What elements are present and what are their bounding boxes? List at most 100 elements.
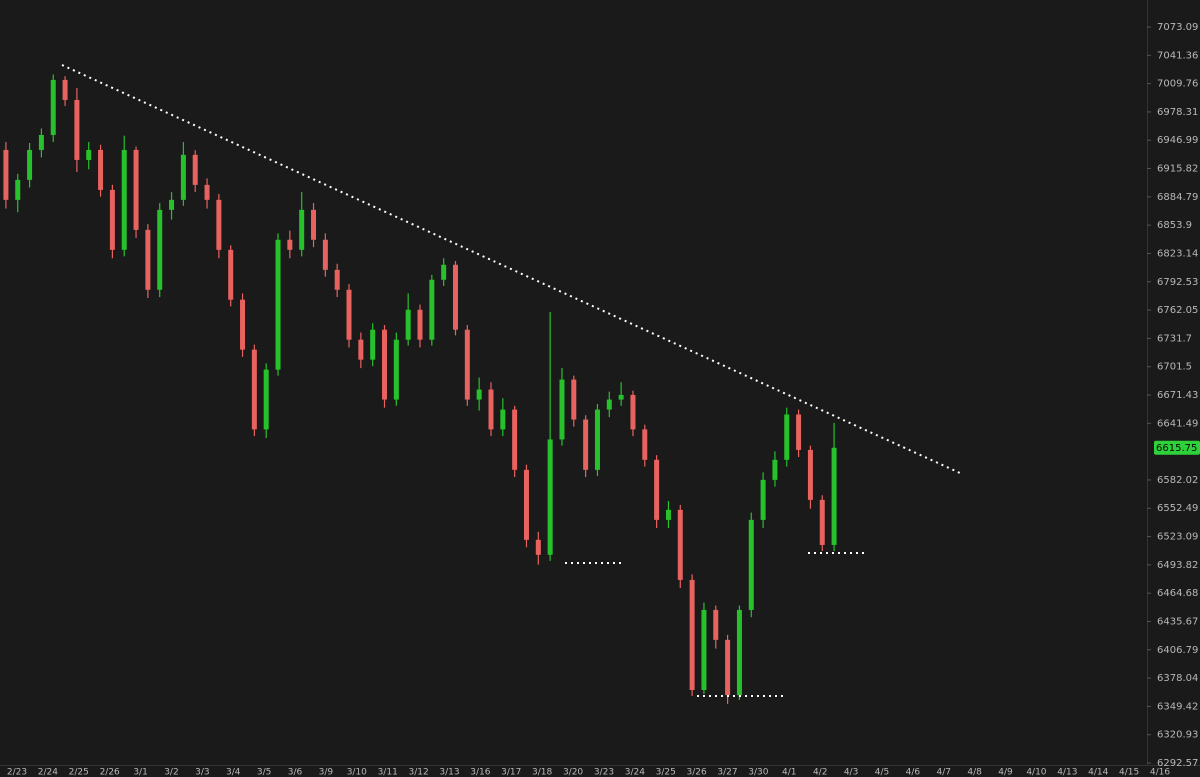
- candle-body: [583, 419, 589, 470]
- candle-body: [62, 79, 68, 100]
- candle-body: [109, 189, 115, 250]
- candle-body: [594, 409, 600, 470]
- x-tick-label: 4/6: [906, 768, 921, 777]
- candle-body: [27, 149, 33, 180]
- x-tick-label: 3/30: [748, 768, 768, 777]
- candle-body: [263, 369, 269, 430]
- y-tick-label: 6823.14: [1157, 248, 1198, 259]
- candle-body: [831, 447, 837, 545]
- y-tick-label: 6493.82: [1157, 560, 1198, 571]
- candle-body: [133, 149, 139, 230]
- x-tick-label: 2/23: [7, 768, 27, 777]
- candle-body: [784, 414, 790, 460]
- candle-body: [547, 439, 553, 555]
- candle-body: [145, 229, 151, 290]
- candle-body: [796, 414, 802, 450]
- x-tick-label: 3/6: [288, 768, 303, 777]
- x-tick-label: 4/9: [998, 768, 1013, 777]
- y-tick-label: 6435.67: [1157, 616, 1198, 627]
- candle-body: [748, 519, 754, 610]
- candle-body: [571, 379, 577, 420]
- candle-body: [819, 499, 825, 545]
- x-tick-label: 4/16: [1150, 768, 1170, 777]
- candle-body: [417, 309, 423, 340]
- x-tick-label: 3/17: [501, 768, 521, 777]
- x-tick-label: 4/2: [813, 768, 827, 777]
- x-tick-label: 4/10: [1026, 768, 1046, 777]
- y-tick-label: 6523.09: [1157, 532, 1198, 543]
- candle-body: [701, 609, 707, 690]
- last-price-label: 6615.75: [1156, 443, 1197, 454]
- candle-body: [287, 239, 293, 250]
- candle-body: [50, 79, 56, 135]
- candle-body: [204, 184, 210, 200]
- x-tick-label: 3/20: [563, 768, 583, 777]
- x-tick-label: 3/26: [687, 768, 707, 777]
- candle-body: [38, 134, 44, 150]
- x-tick-label: 4/7: [937, 768, 951, 777]
- candle-body: [216, 199, 222, 250]
- candle-body: [370, 329, 376, 360]
- y-tick-label: 6731.7: [1157, 333, 1192, 344]
- x-tick-label: 4/5: [875, 768, 889, 777]
- candle-body: [523, 469, 529, 540]
- candle-body: [642, 429, 648, 460]
- y-tick-label: 6641.49: [1157, 418, 1198, 429]
- candle-body: [452, 264, 458, 330]
- y-tick-label: 6701.5: [1157, 362, 1192, 373]
- candle-body: [559, 379, 565, 440]
- last-price-box: [1154, 440, 1200, 455]
- candle-body: [393, 339, 399, 400]
- candle-body: [74, 99, 80, 160]
- candle-body: [488, 389, 494, 430]
- x-tick-label: 3/9: [319, 768, 334, 777]
- y-tick-label: 6853.9: [1157, 220, 1192, 231]
- x-tick-label: 2/25: [69, 768, 89, 777]
- y-tick-label: 6792.53: [1157, 277, 1198, 288]
- x-tick-label: 3/25: [656, 768, 676, 777]
- x-tick-label: 4/13: [1057, 768, 1077, 777]
- y-tick-label: 6915.82: [1157, 164, 1198, 175]
- y-tick-label: 6582.02: [1157, 475, 1198, 486]
- x-tick-label: 3/13: [439, 768, 459, 777]
- x-tick-label: 4/3: [844, 768, 858, 777]
- x-tick-label: 3/4: [226, 768, 241, 777]
- y-tick-label: 6406.79: [1157, 645, 1198, 656]
- x-tick-label: 4/14: [1088, 768, 1108, 777]
- candle-body: [441, 264, 447, 280]
- candle-body: [535, 539, 541, 555]
- candle-body: [311, 209, 317, 240]
- x-tick-label: 3/2: [164, 768, 178, 777]
- y-tick-label: 7041.36: [1157, 50, 1198, 61]
- candle-body: [464, 329, 470, 400]
- y-tick-label: 6378.04: [1157, 673, 1198, 684]
- candle-body: [405, 309, 411, 340]
- candle-body: [512, 409, 518, 470]
- y-tick-label: 6292.57: [1157, 758, 1198, 769]
- candle-body: [251, 349, 257, 430]
- y-tick-label: 6671.43: [1157, 390, 1198, 401]
- candle-body: [772, 459, 778, 480]
- candle-body: [807, 449, 813, 500]
- candle-body: [760, 479, 766, 520]
- candle-body: [121, 149, 127, 250]
- candle-body: [677, 509, 683, 580]
- candle-body: [275, 239, 281, 370]
- candle-body: [346, 289, 352, 340]
- candle-body: [86, 149, 92, 160]
- y-tick-label: 6552.49: [1157, 503, 1198, 514]
- candle-body: [157, 209, 163, 290]
- candle-body: [500, 409, 506, 430]
- candle-body: [654, 459, 660, 520]
- plot: [3, 74, 837, 704]
- x-tick-label: 3/24: [625, 768, 645, 777]
- candle-body: [606, 399, 612, 410]
- candle-body: [618, 394, 624, 400]
- x-tick-label: 3/16: [470, 768, 490, 777]
- trend-line: [61, 64, 961, 474]
- candle-body: [476, 389, 482, 400]
- x-tick-label: 3/10: [347, 768, 367, 777]
- x-tick-label: 4/8: [967, 768, 982, 777]
